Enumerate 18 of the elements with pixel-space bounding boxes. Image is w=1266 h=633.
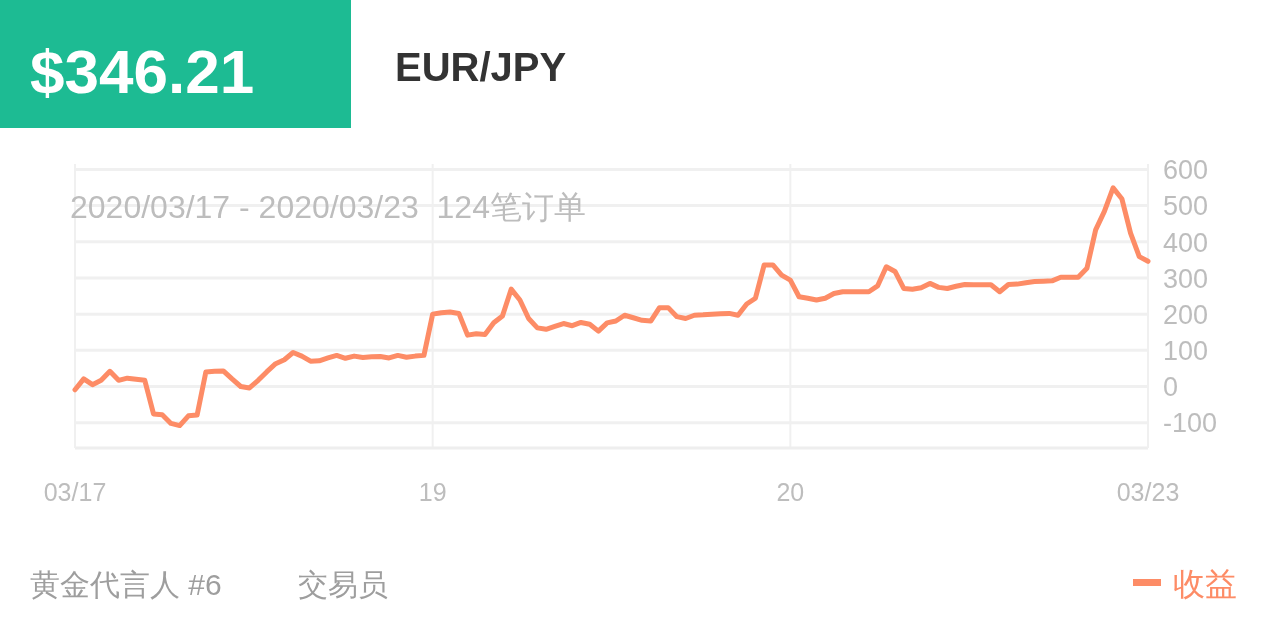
annotation: 2020/03/17 - 2020/03/23 124笔订单 bbox=[70, 189, 586, 225]
y-tick-label: 0 bbox=[1163, 372, 1179, 403]
x-tick-label: 03/17 bbox=[43, 478, 107, 506]
x-tick-label: 03/23 bbox=[1116, 478, 1180, 506]
y-tick-label: 100 bbox=[1163, 336, 1209, 367]
y-tick-label: 500 bbox=[1163, 191, 1209, 222]
y-tick-label: 400 bbox=[1163, 227, 1209, 258]
legend-label: 收益 bbox=[1173, 566, 1237, 602]
chart-subtitle: EUR/JPY bbox=[395, 45, 567, 89]
y-tick-label: -100 bbox=[1163, 408, 1218, 439]
y-tick-label: 600 bbox=[1163, 155, 1209, 186]
x-tick-label: 19 bbox=[418, 478, 447, 506]
chart-title: $346.21 bbox=[30, 37, 255, 106]
x-tick-label: 20 bbox=[776, 478, 805, 506]
text: 交易员 bbox=[298, 568, 388, 601]
y-tick-label: 200 bbox=[1163, 299, 1209, 330]
text: 黄金代言人 #6 bbox=[30, 568, 222, 601]
y-tick-label: 300 bbox=[1163, 263, 1209, 294]
